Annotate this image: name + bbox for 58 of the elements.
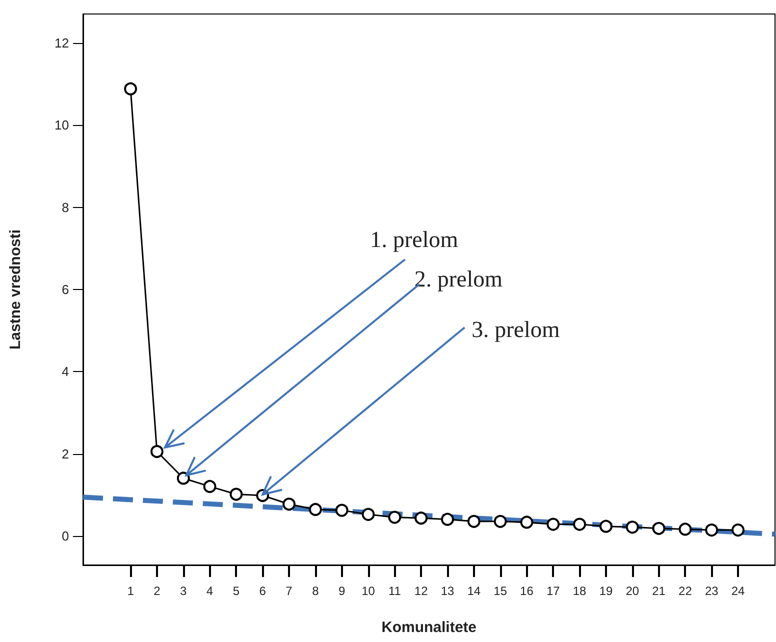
y-tick-label: 4 [62, 364, 69, 380]
x-tick-label: 13 [440, 584, 454, 598]
x-tick-label: 17 [546, 584, 560, 598]
x-tick-label: 20 [626, 584, 640, 598]
x-tick-label: 8 [312, 584, 320, 598]
x-tick-label: 14 [467, 584, 481, 598]
point [494, 514, 507, 528]
x-tick-label: 3 [180, 584, 188, 598]
x-tick-label: 16 [520, 584, 534, 598]
x-tick-label: 4 [206, 584, 214, 598]
x-tick-label: 7 [286, 584, 293, 598]
x-tick-label: 18 [572, 584, 587, 598]
point [678, 522, 692, 536]
x-tick-label: 1 [127, 584, 134, 598]
point [546, 518, 560, 531]
point [150, 445, 164, 458]
x-tick-label: 2 [154, 584, 161, 598]
y-tick-label: 12 [54, 35, 69, 50]
y-tick-label: 0 [62, 528, 69, 544]
point [335, 504, 348, 517]
point [203, 480, 216, 493]
point [705, 524, 718, 537]
y-tick-label: 2 [62, 446, 69, 462]
x-tick-label: 19 [599, 584, 613, 598]
x-tick-label: 10 [362, 584, 376, 598]
x-tick-label: 5 [232, 584, 240, 598]
annotation: 1. prelom [370, 227, 458, 252]
point [573, 518, 586, 531]
x-tick-label: 12 [414, 584, 428, 598]
point [124, 82, 138, 96]
x-tick-label: 15 [494, 584, 508, 598]
point [282, 498, 296, 511]
point [467, 514, 480, 528]
x-tick-label: 22 [678, 584, 692, 598]
x-tick-label: 21 [652, 584, 666, 598]
annotation: 3. prelom [472, 317, 560, 342]
x-tick-label: 6 [259, 584, 266, 598]
y-axis-title: Lastne vrednosti [7, 229, 24, 350]
point [441, 512, 454, 526]
y-tick-label: 6 [62, 282, 69, 297]
point [230, 488, 243, 501]
point [732, 524, 745, 537]
y-tick-label: 8 [62, 200, 69, 215]
point [520, 516, 534, 529]
x-tick-label: 11 [388, 584, 402, 598]
point [652, 522, 666, 535]
point [176, 472, 190, 485]
point [414, 512, 428, 525]
x-tick-label: 24 [731, 584, 746, 598]
y-tick-label: 10 [54, 118, 69, 133]
x-axis-title: Komunalitete [381, 619, 477, 636]
point [626, 520, 639, 534]
x-tick-label: 23 [704, 584, 719, 598]
point [599, 520, 612, 533]
point [388, 510, 402, 524]
point [308, 502, 322, 516]
point [362, 508, 375, 521]
x-tick-label: 9 [338, 584, 346, 598]
